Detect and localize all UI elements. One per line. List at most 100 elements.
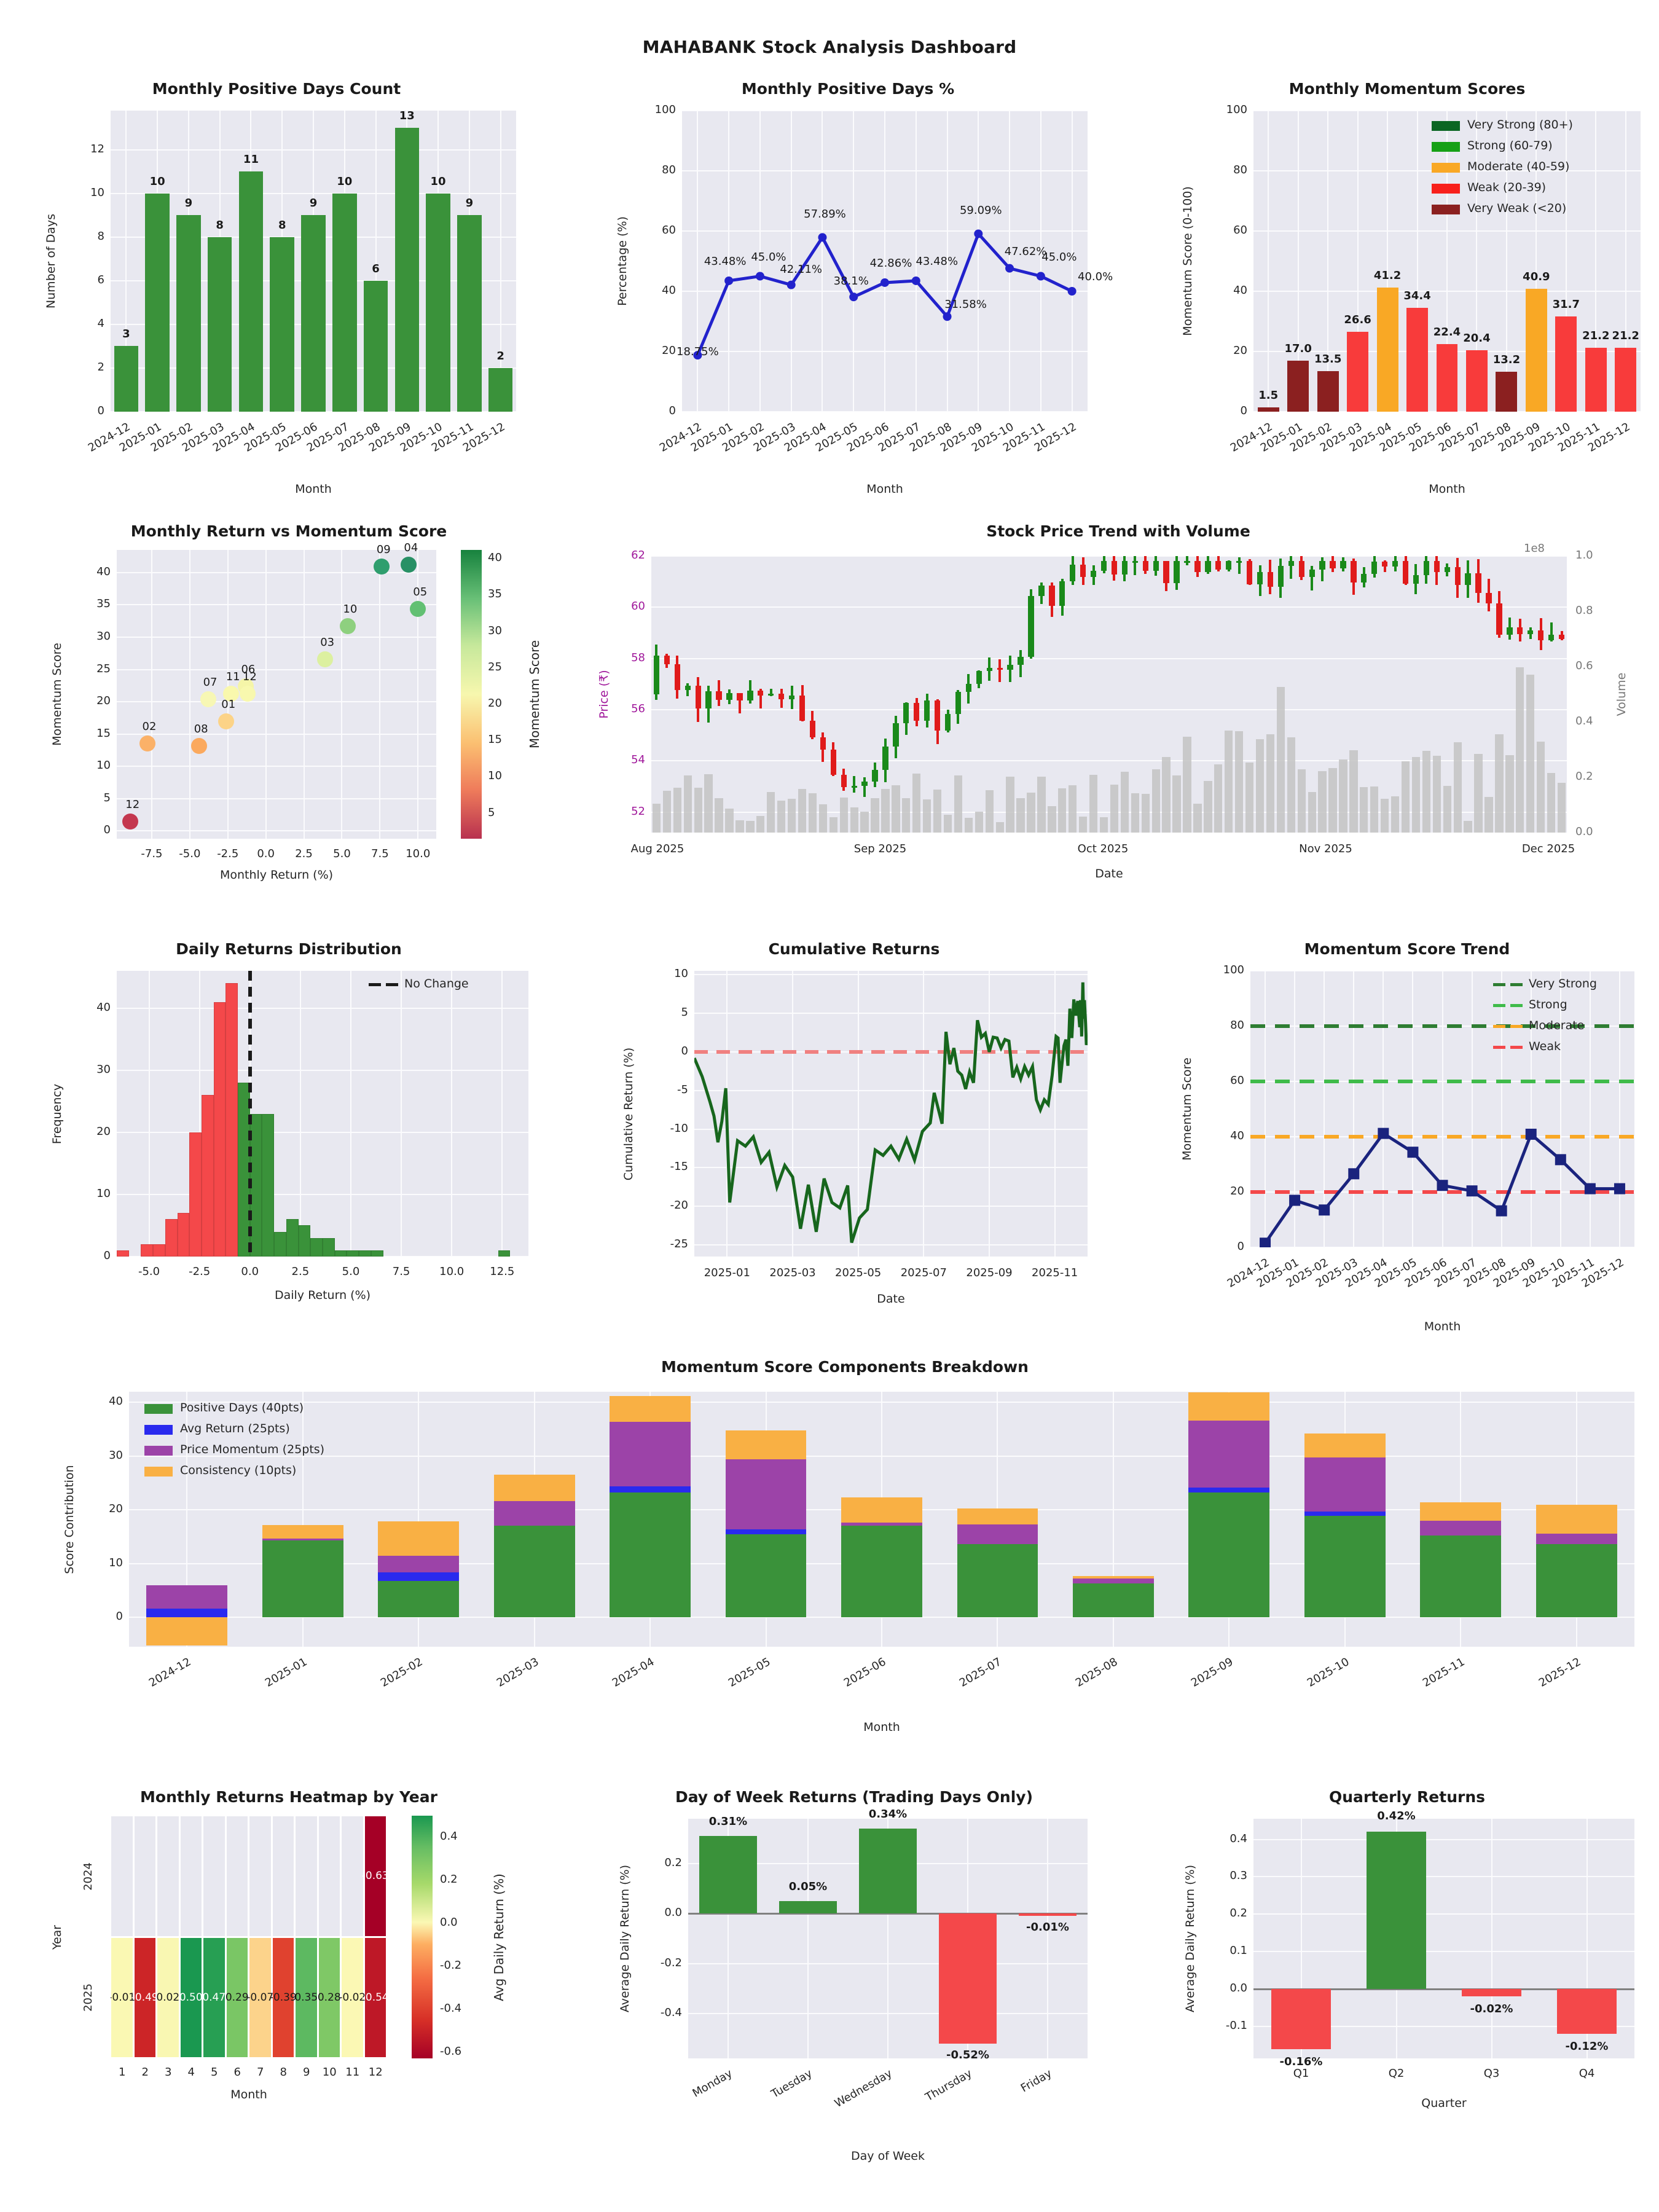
gridline xyxy=(1054,971,1056,1257)
y-tick-label: -20 xyxy=(670,1199,688,1212)
volume-bar xyxy=(1266,734,1275,833)
histogram-bin xyxy=(359,1250,371,1257)
gridline xyxy=(887,1819,888,2058)
candle-body xyxy=(976,671,982,684)
legend-dash xyxy=(1493,1046,1505,1049)
gridline xyxy=(1476,111,1478,412)
chart-quarterly-returns: Quarterly Returns Average Daily Return (… xyxy=(1161,1788,1653,2194)
stack-segment xyxy=(1304,1511,1386,1516)
gridline xyxy=(1416,111,1418,412)
histogram-bin xyxy=(334,1250,347,1257)
stack-segment xyxy=(1535,1544,1617,1617)
colorbar-tick: 30 xyxy=(488,624,502,637)
x-tick-label: 2025-09 xyxy=(966,1266,1013,1279)
stack-segment xyxy=(146,1585,228,1609)
x-tick-label: 12.5 xyxy=(490,1265,515,1278)
histogram-bin xyxy=(262,1113,275,1257)
volume-tick-label: 1.0 xyxy=(1575,549,1593,562)
gridline xyxy=(117,604,436,606)
candle-body xyxy=(841,774,847,788)
volume-bar xyxy=(1505,755,1514,833)
gridline xyxy=(728,1819,729,2058)
bar-value-label: 26.6 xyxy=(1344,313,1371,326)
gridline xyxy=(299,971,301,1257)
volume-bar xyxy=(1526,675,1535,833)
gridline xyxy=(822,111,823,412)
point-label: 11 xyxy=(226,670,240,684)
candle-wick xyxy=(738,693,741,713)
stack-segment xyxy=(725,1430,807,1460)
candle-body xyxy=(1371,562,1378,574)
volume-bar xyxy=(871,798,879,833)
x-tick-label: 2025-09 xyxy=(1189,1655,1236,1690)
y-tick-label: 0 xyxy=(1240,404,1247,417)
gridline xyxy=(694,1206,1088,1207)
gridline xyxy=(417,550,419,839)
candle-body xyxy=(1423,561,1430,575)
gridline xyxy=(1300,1819,1302,2058)
bar-value-label: 21.2 xyxy=(1612,329,1639,343)
bar-value-label: 9 xyxy=(184,197,193,210)
histogram-bin xyxy=(165,1219,178,1257)
gridline xyxy=(1530,971,1532,1247)
zero-line xyxy=(688,1913,1088,1915)
point-label: 12 xyxy=(125,798,140,811)
plot-area xyxy=(1253,1819,1634,2058)
legend-label: Strong (60-79) xyxy=(1467,139,1553,152)
volume-bar xyxy=(1537,742,1545,833)
candle-body xyxy=(684,686,691,691)
gridline xyxy=(884,111,885,412)
gridline xyxy=(1446,111,1448,412)
bar xyxy=(207,237,232,412)
chart-monthly-positive-days-pct: Monthly Positive Days % Percentage (%) M… xyxy=(596,80,1113,496)
bar-value-label: 0.31% xyxy=(708,1815,748,1829)
colorbar-tick: 25 xyxy=(488,660,502,673)
bar-value-label: 11 xyxy=(243,153,259,167)
volume-bar xyxy=(1495,734,1504,833)
y-tick-label: 30 xyxy=(96,1062,111,1076)
y-tick-label: 5 xyxy=(681,1006,688,1019)
volume-bar xyxy=(1172,775,1181,833)
x-tick-label: Q4 xyxy=(1579,2067,1595,2080)
gridline xyxy=(117,1193,528,1195)
volume-bar xyxy=(818,804,828,833)
x-tick-label: 7.5 xyxy=(392,1265,410,1278)
bar xyxy=(457,215,482,412)
scatter-point xyxy=(401,557,417,573)
bar-value-label: 9 xyxy=(465,197,474,210)
volume-bar xyxy=(839,797,848,833)
volume-bar xyxy=(1120,772,1129,833)
bar-value-label: 31.7 xyxy=(1552,297,1580,311)
gridline xyxy=(989,971,990,1257)
candle-body xyxy=(1132,561,1138,563)
legend-dash xyxy=(1510,1025,1523,1028)
histogram-bin xyxy=(371,1250,383,1257)
y-axis-label: Momentum Score xyxy=(1180,1057,1194,1161)
x-tick-label: 7 xyxy=(257,2066,264,2079)
heatmap-cell xyxy=(134,1816,155,1936)
bar-value-label: -0.12% xyxy=(1565,2040,1609,2053)
candle-body xyxy=(799,695,806,721)
bar xyxy=(426,193,450,412)
volume-bar xyxy=(1245,762,1254,833)
point-label: 09 xyxy=(376,543,391,557)
candle-body xyxy=(1267,572,1274,587)
candle-body xyxy=(1298,561,1304,577)
candle-body xyxy=(914,703,920,721)
gridline xyxy=(148,971,150,1257)
stack-segment xyxy=(1072,1579,1154,1583)
gridline xyxy=(682,170,1088,171)
histogram-bin xyxy=(310,1237,323,1257)
x-tick-label: Nov 2025 xyxy=(1299,842,1352,855)
gridline xyxy=(978,111,979,412)
candle-body xyxy=(1184,561,1190,563)
y-tick-label: 10 xyxy=(90,186,104,199)
y-tick-label: 30 xyxy=(109,1448,123,1462)
data-point-label: 38.1% xyxy=(833,275,869,288)
y-tick-label: 0.2 xyxy=(664,1856,682,1870)
volume-bar xyxy=(1339,759,1347,833)
point-label: 07 xyxy=(203,675,218,689)
x-tick-label: Q2 xyxy=(1388,2067,1405,2080)
volume-tick-label: 0.2 xyxy=(1575,770,1593,783)
x-axis-label: Date xyxy=(1095,867,1123,880)
